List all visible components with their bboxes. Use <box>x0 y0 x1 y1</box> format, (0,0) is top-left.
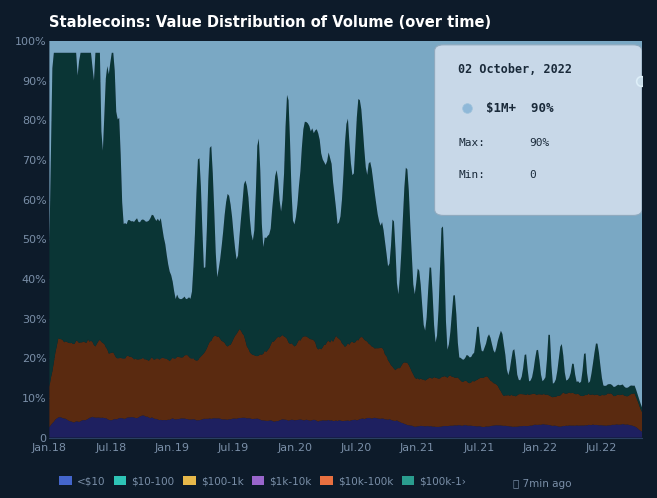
Text: Stablecoins: Value Distribution of Volume (over time): Stablecoins: Value Distribution of Volum… <box>49 15 491 30</box>
Text: $1M+  90%: $1M+ 90% <box>486 102 554 116</box>
Text: Max:: Max: <box>459 138 486 148</box>
Text: 02 October, 2022: 02 October, 2022 <box>459 63 572 76</box>
Text: Min:: Min: <box>459 170 486 180</box>
Text: 90%: 90% <box>530 138 550 148</box>
Legend: <$10, $10-100, $100-1k, $1k-10k, $10k-100k, $100k-1›: <$10, $10-100, $100-1k, $1k-10k, $10k-10… <box>55 472 470 491</box>
Text: 0: 0 <box>530 170 536 180</box>
Text: 🕐 7min ago: 🕐 7min ago <box>513 479 572 489</box>
FancyBboxPatch shape <box>434 45 642 216</box>
